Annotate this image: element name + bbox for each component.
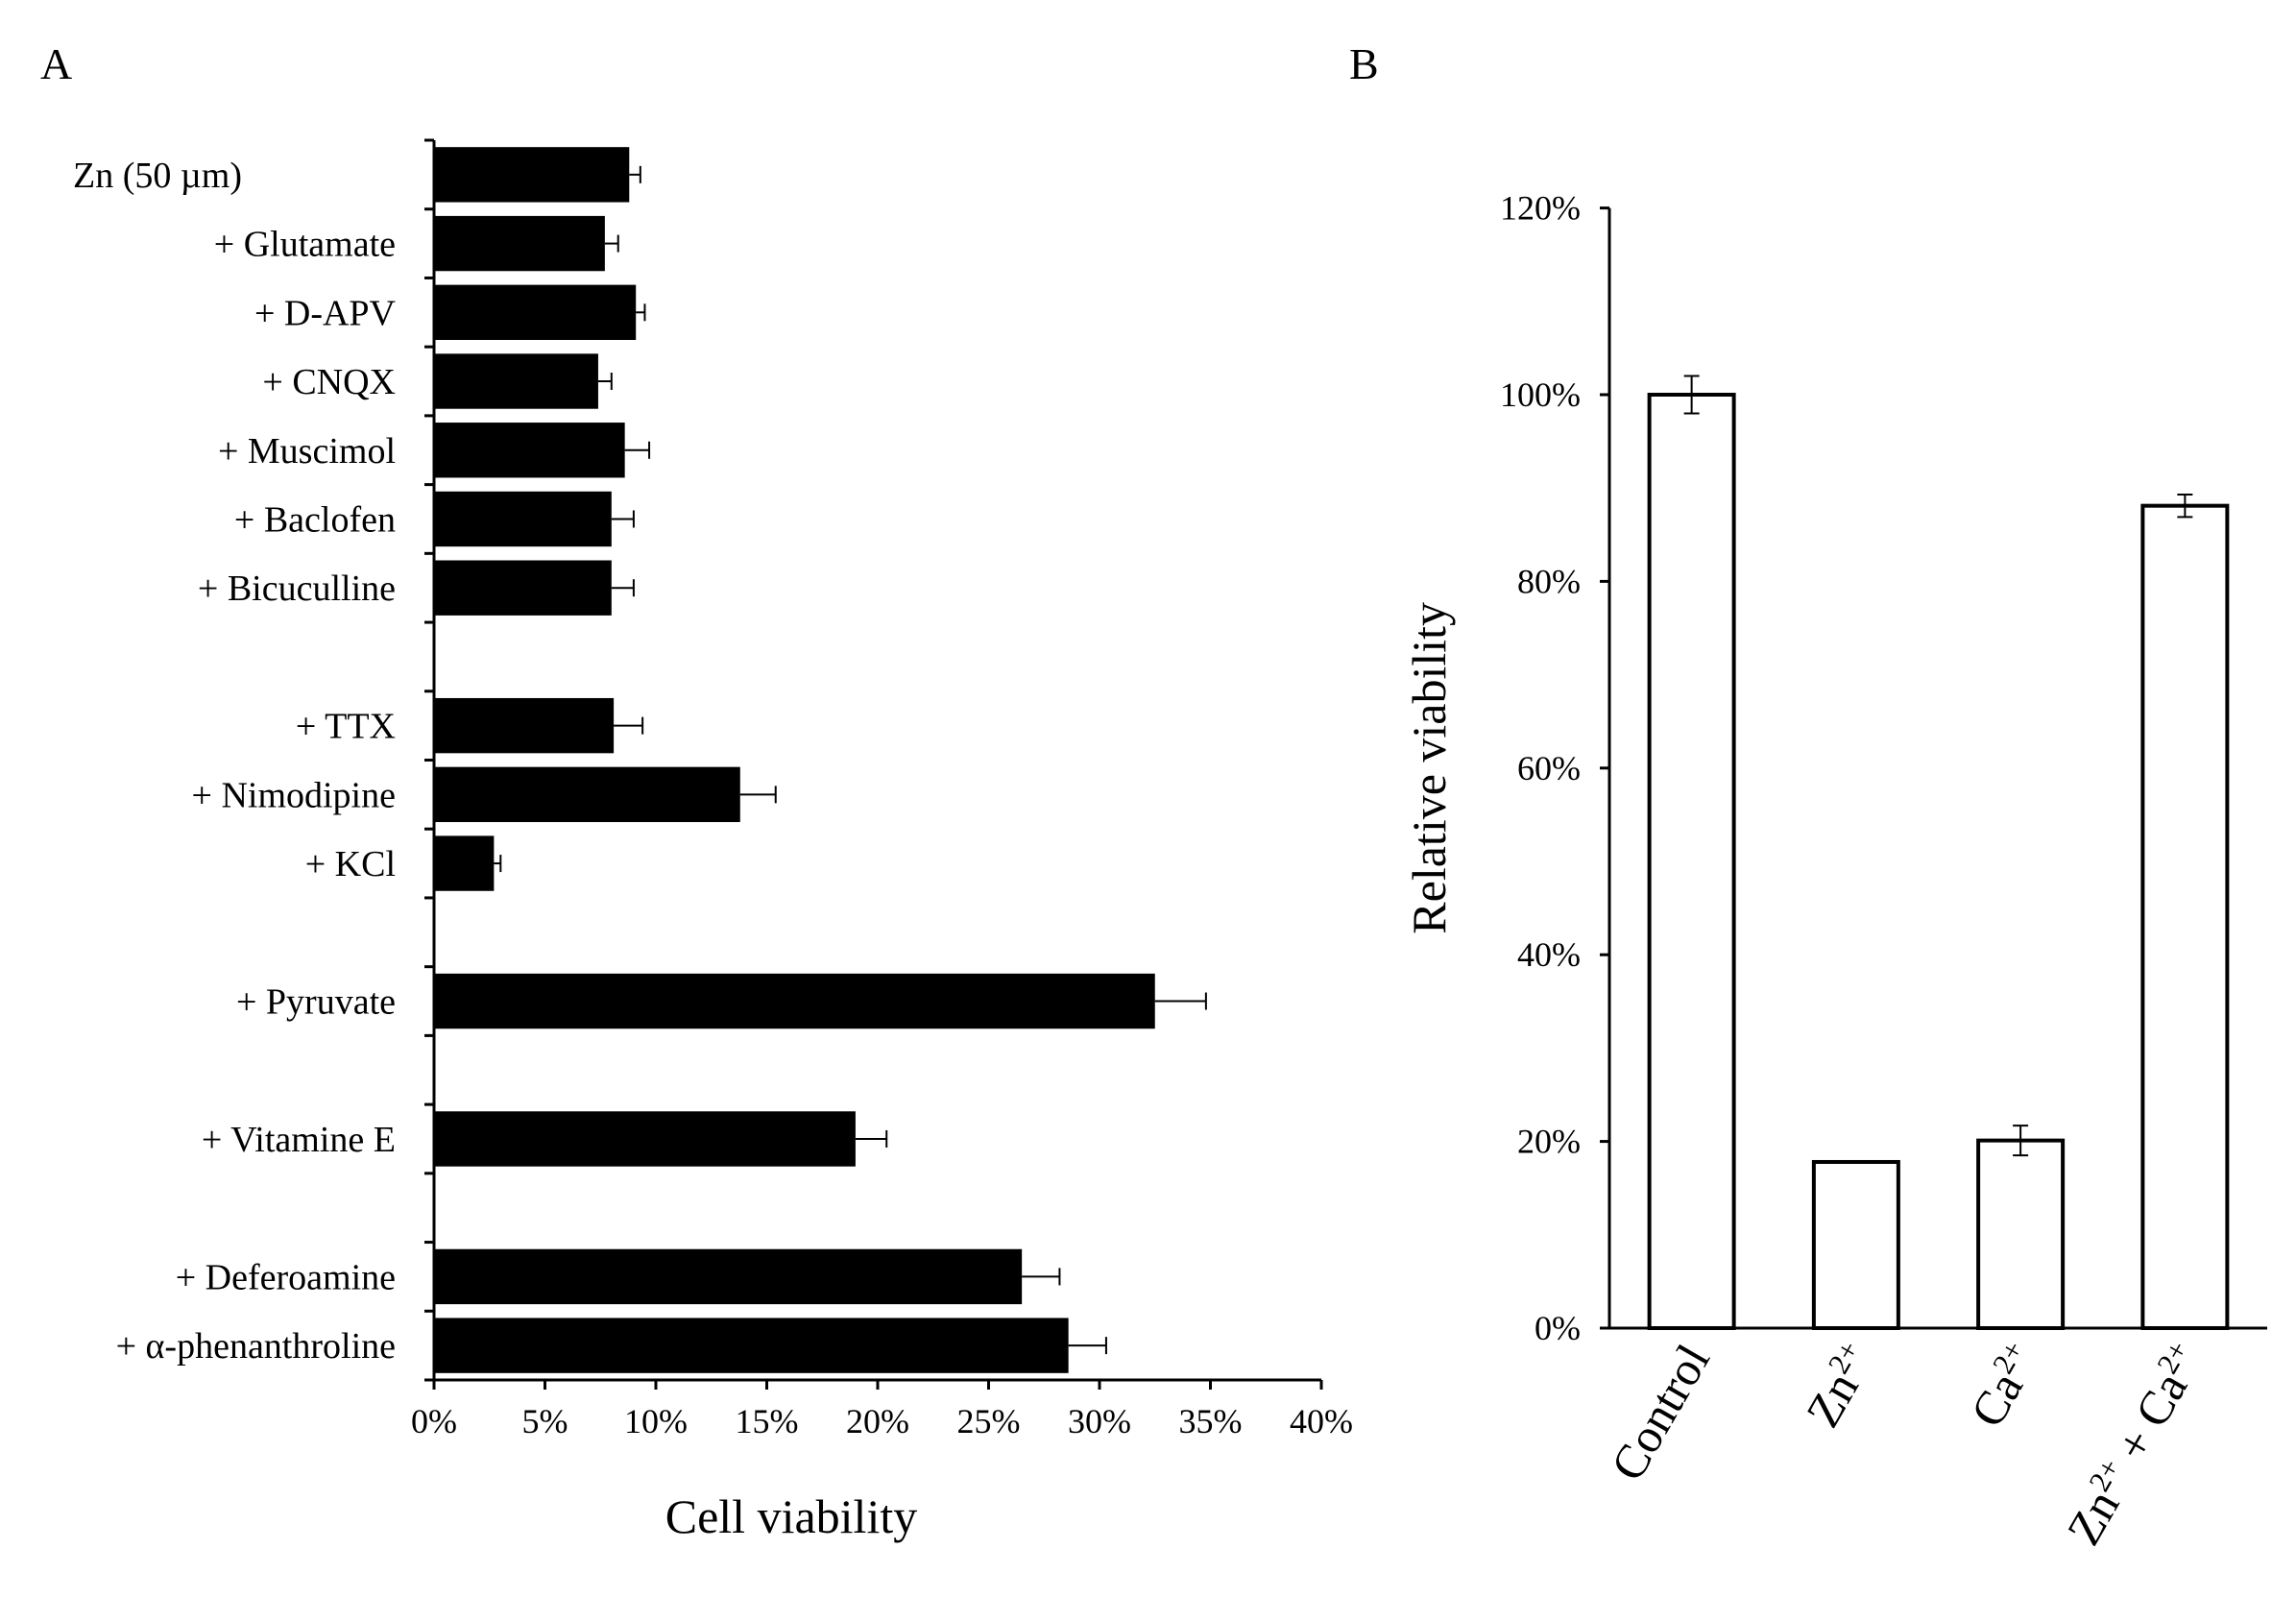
chart-a-bar-cnqx (434, 353, 598, 409)
chart-a-x-tick-label: 25% (957, 1402, 1021, 1440)
chart-a-category-label: + Glutamate (214, 225, 396, 265)
chart-b-category-text: Zn (1796, 1363, 1869, 1436)
chart-b-category-text: Control (1600, 1336, 1720, 1489)
chart-a-x-tick-label: 5% (522, 1402, 568, 1440)
chart-b-y-tick-label: 40% (1517, 935, 1581, 974)
chart-a-bar-kcl (434, 835, 495, 891)
chart-a-category-label: + α-phenanthroline (116, 1326, 396, 1367)
chart-b-category-label: Control (1600, 1336, 1720, 1489)
chart-a-bar-muscimol (434, 423, 625, 478)
panel-a-label: A (40, 39, 72, 88)
chart-b-category-label: Ca2+​ (1959, 1335, 2049, 1436)
chart-b-y-tick-label: 100% (1500, 375, 1581, 414)
chart-b-y-tick-label: 80% (1517, 562, 1581, 600)
chart-a-x-axis-title: Cell viability (665, 1489, 917, 1543)
chart-b-y-axis-title: Relative viability (1402, 602, 1456, 934)
chart-b-category-text: Zn (2056, 1481, 2129, 1554)
chart-b-bar-zn (1811, 1159, 1900, 1331)
chart-a-bar-d-apv (434, 284, 637, 340)
chart-a-x-tick-label: 30% (1068, 1402, 1131, 1440)
chart-a-category-label: + Pyruvate (236, 982, 396, 1023)
chart-a-bar-phenanthroline (434, 1318, 1069, 1373)
chart-a-category-label: + Nimodipine (192, 775, 396, 815)
chart-b-bar-ca (1976, 1138, 2066, 1331)
chart-a-category-label: + CNQX (262, 362, 396, 402)
chart-a-bar-glutamate (434, 215, 605, 272)
chart-a-category-label: + KCl (305, 844, 396, 884)
chart-a-x-tick-label: 15% (736, 1402, 799, 1440)
chart-a: 0% 5% 10% 15% 20% 25% 30% 35% 40% Zn (50 µm) + Glu… (73, 138, 1353, 1440)
chart-b-category-label: Zn2+​ (1795, 1335, 1885, 1436)
chart-b-category-label: Zn2+​ + Ca2+​ (2055, 1335, 2212, 1554)
chart-b-bar-zn-ca-ca (2140, 503, 2230, 1330)
chart-b-category-text: + Ca (2099, 1363, 2198, 1480)
chart-a-category-label: + Deferoamine (176, 1257, 396, 1297)
chart-a-bar-vitamine-e (434, 1111, 856, 1167)
chart-b-y-tick-label: 120% (1500, 189, 1581, 228)
chart-b-bar-control (1647, 393, 1736, 1330)
chart-b: 0%20%40%60%80%100%120%Control Zn2+​Ca2+​Z… (1500, 189, 2267, 1554)
chart-a-bar-ttx (434, 697, 615, 754)
chart-a-bar-deferoamine (434, 1248, 1023, 1305)
chart-b-y-tick-label: 0% (1535, 1309, 1581, 1347)
chart-b-y-tick-label: 60% (1517, 749, 1581, 787)
chart-a-bar-zn-50-m (434, 147, 630, 203)
chart-a-x-tick-label: 40% (1290, 1402, 1353, 1440)
chart-a-category-label: + D-APV (254, 293, 397, 333)
chart-b-y-tick-label: 20% (1517, 1123, 1581, 1161)
chart-a-bar-nimodipine (434, 766, 740, 823)
chart-a-bar-baclofen (434, 491, 612, 547)
chart-a-x-tick-label: 20% (846, 1402, 909, 1440)
chart-a-category-label: + TTX (296, 707, 396, 747)
panel-b-label: B (1349, 39, 1379, 88)
chart-a-category-label: Zn (50 µm) (73, 156, 242, 196)
chart-a-bar-bicuculline (434, 560, 612, 616)
chart-a-x-tick-label: 0% (411, 1402, 457, 1440)
chart-a-category-label: + Bicuculline (198, 569, 396, 609)
chart-a-category-label: + Baclofen (234, 499, 396, 540)
chart-b-category-text: Ca (1960, 1363, 2033, 1436)
chart-a-bar-pyruvate (434, 973, 1155, 1029)
chart-a-x-tick-label: 35% (1179, 1402, 1243, 1440)
chart-a-category-label: + Vitamine E (202, 1120, 396, 1160)
chart-a-x-tick-label: 10% (624, 1402, 688, 1440)
chart-a-category-label: + Muscimol (218, 431, 396, 472)
